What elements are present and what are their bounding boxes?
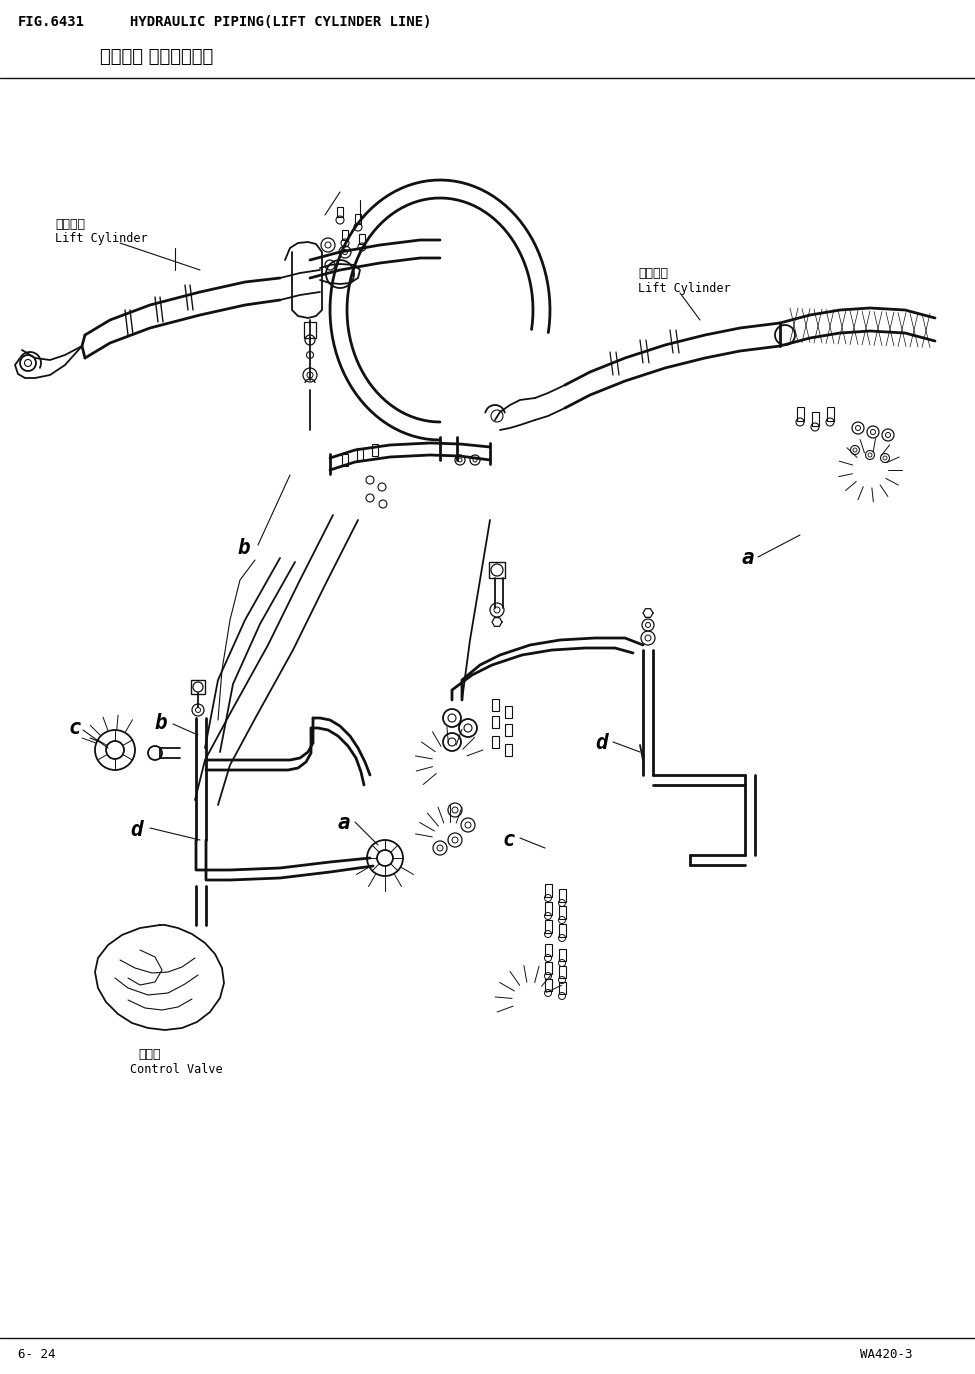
Text: b: b [238,539,251,558]
Bar [545,962,552,974]
Text: a: a [338,813,351,833]
Bar [827,407,834,420]
Bar [505,706,512,719]
Bar [505,724,512,736]
Bar [505,743,512,756]
Text: Lift Cylinder: Lift Cylinder [55,232,147,245]
Text: c: c [68,719,81,738]
Text: 控制阀: 控制阀 [138,1048,161,1061]
Text: WA420-3: WA420-3 [860,1348,913,1362]
Bar [559,982,566,993]
Bar [545,980,552,991]
Bar [191,680,205,694]
Bar [304,322,316,338]
Bar [559,949,566,960]
Text: b: b [155,713,168,732]
Text: d: d [130,820,142,840]
Bar [489,562,505,578]
Text: c: c [502,830,515,851]
Bar [545,921,552,933]
Bar [797,407,804,420]
Text: 举升油缸: 举升油缸 [638,267,668,280]
Bar [342,229,348,240]
Text: d: d [595,732,607,753]
Bar [372,444,378,456]
Text: a: a [742,548,755,567]
Text: 举升油缸: 举升油缸 [55,218,85,231]
Bar [545,901,552,915]
Bar [559,923,566,937]
Bar [492,699,499,710]
Bar [357,448,363,460]
Bar [355,214,361,224]
Bar [545,944,552,956]
Text: 6- 24: 6- 24 [18,1348,56,1362]
Bar [492,716,499,728]
Bar [559,966,566,978]
Bar [812,412,819,426]
Bar [359,234,365,245]
Bar [342,453,348,466]
Bar [545,883,552,897]
Bar [559,905,566,919]
Text: HYDRAULIC PIPING(LIFT CYLINDER LINE): HYDRAULIC PIPING(LIFT CYLINDER LINE) [130,15,432,29]
Bar [337,207,343,217]
Text: Lift Cylinder: Lift Cylinder [638,282,730,295]
Bar [559,889,566,901]
Text: 液压管路 举升油缸管路: 液压管路 举升油缸管路 [100,48,214,66]
Text: FIG.6431: FIG.6431 [18,15,85,29]
Text: Control Valve: Control Valve [130,1063,222,1076]
Bar [492,736,499,747]
